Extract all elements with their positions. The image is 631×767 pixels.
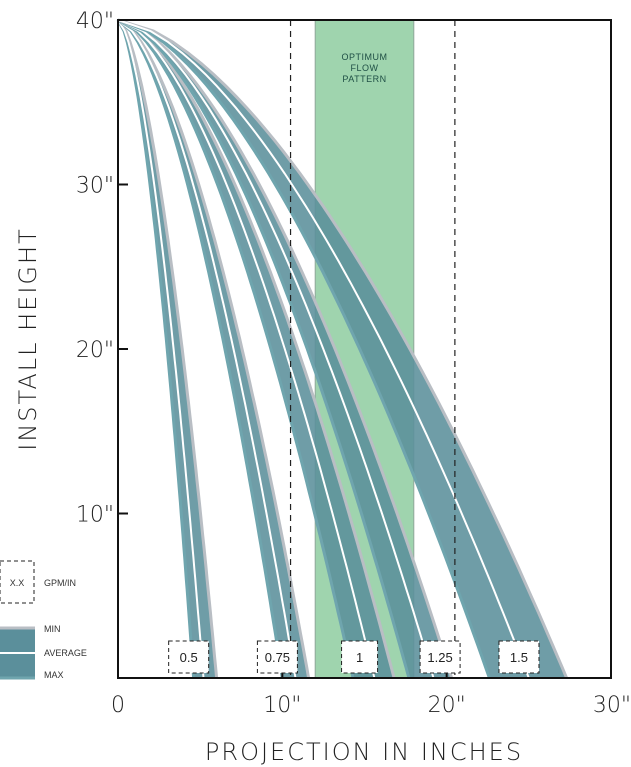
flow-label-1.25: 1.25 — [427, 650, 452, 665]
series-band-1 — [118, 20, 395, 678]
series-min-line-0.5 — [116, 19, 196, 679]
series-average-line-1.25 — [117, 19, 435, 679]
optimum-band-label: FLOW — [351, 63, 379, 73]
series-layer — [116, 18, 568, 679]
series-average-line-0.75 — [117, 19, 297, 679]
y-tick-label: 30" — [76, 174, 114, 199]
series-min-line-1 — [117, 18, 355, 679]
series-min-line-1.5 — [117, 18, 491, 679]
flow-label-1.5: 1.5 — [510, 650, 528, 665]
legend: X.X GPM/IN MIN AVERAGE MAX — [0, 560, 87, 680]
series-band-1.5 — [118, 20, 567, 678]
flow-label-0.75: 0.75 — [265, 650, 290, 665]
series-max-line-1.5 — [117, 18, 568, 679]
series-band-1.25 — [118, 20, 452, 678]
flow-label-box-0.75 — [256, 640, 298, 674]
legend-sample-box — [0, 560, 35, 604]
optimum-band-label: OPTIMUM — [342, 52, 388, 62]
legend-item-max: MAX — [44, 670, 64, 680]
legend-sample-caption: GPM/IN — [44, 578, 76, 588]
x-tick-label: 20" — [428, 693, 466, 718]
series-average-line-1.5 — [117, 19, 530, 679]
series-max-line-0.5 — [116, 19, 219, 679]
series-min-line-1.25 — [117, 18, 411, 679]
legend-item-min: MIN — [44, 624, 61, 634]
y-axis-title: INSTALL HEIGHT — [14, 227, 42, 450]
x-tick-label: 0 — [111, 693, 125, 718]
series-max-line-0.75 — [117, 18, 311, 679]
flow-label-box-1.25 — [419, 640, 461, 674]
legend-sample-text: X.X — [10, 578, 25, 588]
series-average-line-0.5 — [117, 19, 205, 679]
x-axis-title: PROJECTION IN INCHES — [205, 738, 523, 766]
series-band-0.75 — [118, 20, 309, 678]
optimum-band-label: PATTERN — [342, 74, 386, 84]
label-layer: 10" 20" 30" 40" 0 10" 20" 30" PROJECTION IN INCH… — [14, 9, 631, 766]
x-tick-label: 30" — [593, 693, 631, 718]
flow-label-box-1.5 — [498, 640, 540, 674]
flow-label-1: 1 — [356, 650, 363, 665]
series-average-line-1 — [117, 19, 376, 679]
legend-item-average: AVERAGE — [44, 648, 87, 658]
y-tick-label: 40" — [76, 9, 114, 34]
series-max-line-1 — [117, 18, 396, 679]
y-tick-label: 10" — [76, 503, 114, 528]
flow-label-box-0.5 — [168, 640, 210, 674]
x-tick-label: 10" — [263, 693, 301, 718]
flow-label-0.5: 0.5 — [180, 650, 198, 665]
series-min-line-0.75 — [117, 18, 284, 679]
series-max-line-1.25 — [117, 18, 454, 679]
y-tick-label: 20" — [76, 338, 114, 363]
flow-label-box-1 — [341, 640, 379, 674]
